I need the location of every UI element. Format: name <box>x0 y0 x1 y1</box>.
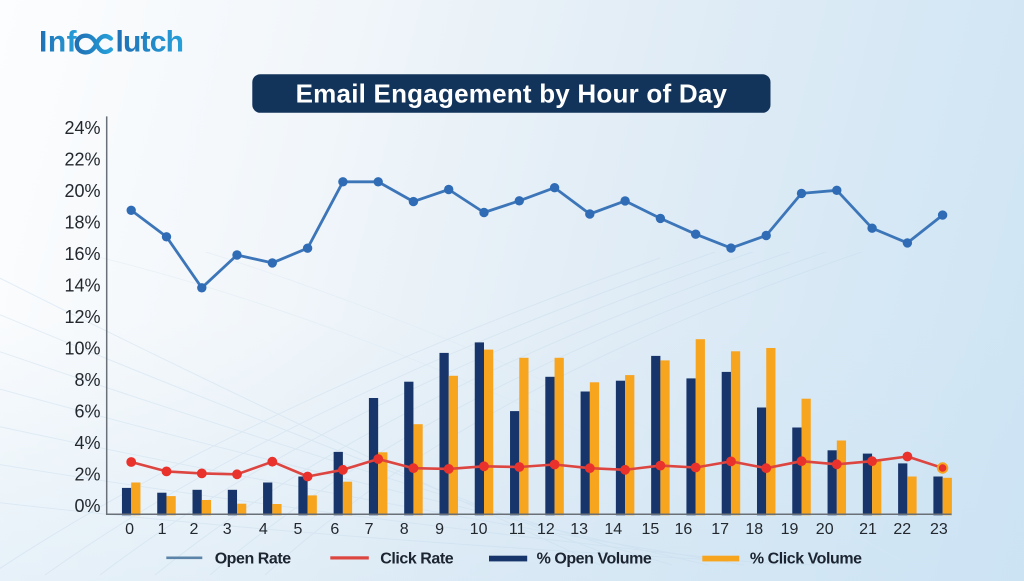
svg-text:10: 10 <box>470 521 488 538</box>
svg-text:Click Rate: Click Rate <box>380 551 453 568</box>
svg-text:23: 23 <box>930 521 948 538</box>
svg-text:12: 12 <box>537 521 555 538</box>
svg-text:9: 9 <box>435 521 444 538</box>
svg-text:6: 6 <box>330 521 339 538</box>
svg-text:14%: 14% <box>64 275 100 295</box>
svg-text:1: 1 <box>158 521 167 538</box>
svg-text:17: 17 <box>711 521 729 538</box>
svg-text:22%: 22% <box>64 149 100 169</box>
svg-text:22: 22 <box>893 521 911 538</box>
svg-text:16: 16 <box>675 521 693 538</box>
svg-text:11: 11 <box>509 521 526 538</box>
svg-text:5: 5 <box>294 521 303 538</box>
svg-text:10%: 10% <box>64 338 100 358</box>
svg-text:8: 8 <box>400 521 409 538</box>
svg-text:2%: 2% <box>74 464 100 484</box>
svg-text:18: 18 <box>745 521 763 538</box>
svg-text:8%: 8% <box>74 370 100 390</box>
svg-text:4%: 4% <box>74 433 100 453</box>
svg-text:% Click Volume: % Click Volume <box>750 551 862 568</box>
svg-text:6%: 6% <box>74 401 100 421</box>
svg-text:0: 0 <box>125 521 134 538</box>
svg-text:21: 21 <box>859 521 877 538</box>
svg-text:14: 14 <box>604 521 622 538</box>
svg-text:lutch: lutch <box>116 26 184 59</box>
svg-text:7: 7 <box>365 521 374 538</box>
svg-text:% Open Volume: % Open Volume <box>537 551 652 568</box>
svg-text:Open Rate: Open Rate <box>215 551 292 568</box>
svg-text:Inf: Inf <box>39 26 78 59</box>
svg-text:20%: 20% <box>64 181 100 201</box>
svg-text:2: 2 <box>189 521 198 538</box>
svg-text:3: 3 <box>223 521 232 538</box>
svg-text:20: 20 <box>816 521 834 538</box>
svg-text:0%: 0% <box>74 496 100 516</box>
svg-text:13: 13 <box>570 521 588 538</box>
svg-text:Email Engagement by Hour of Da: Email Engagement by Hour of Day <box>296 79 728 109</box>
svg-text:15: 15 <box>642 521 660 538</box>
svg-text:24%: 24% <box>64 118 100 138</box>
svg-text:16%: 16% <box>64 244 100 264</box>
svg-text:19: 19 <box>781 521 799 538</box>
svg-text:4: 4 <box>259 521 268 538</box>
svg-text:12%: 12% <box>64 307 100 327</box>
svg-text:18%: 18% <box>64 212 100 232</box>
